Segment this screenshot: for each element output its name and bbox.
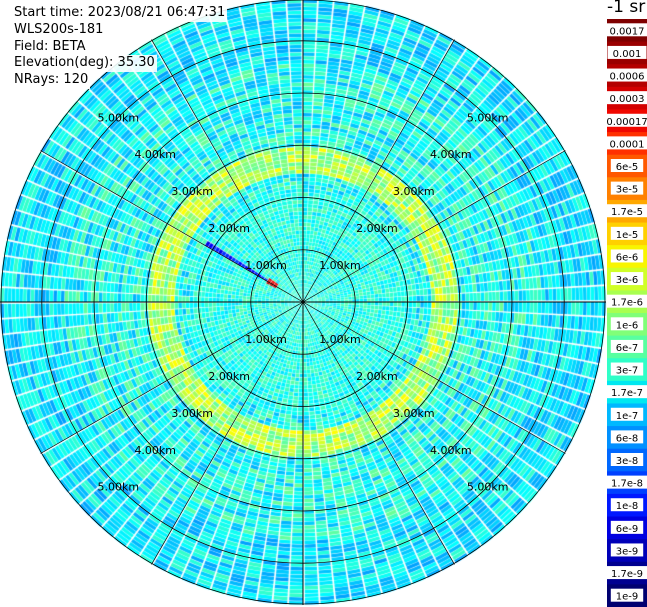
colorbar-tick-bg — [610, 339, 644, 353]
ring-label: 1.00km — [319, 259, 361, 272]
colorbar-tick-bg — [610, 317, 644, 331]
colorbar-tick-bg — [610, 159, 644, 172]
ring-label: 5.00km — [98, 481, 140, 494]
ring-label: 3.00km — [393, 407, 435, 420]
colorbar-tick-label: 1e-7 — [616, 411, 639, 422]
colorbar-tick-bg — [610, 588, 644, 602]
colorbar-tick-bg — [607, 23, 647, 37]
colorbar-tick-bg — [610, 226, 644, 240]
radial-spoke — [302, 301, 566, 454]
colorbar-tick-bg — [610, 407, 644, 421]
ring-label: 4.00km — [134, 148, 176, 161]
colorbar-tick-bg — [610, 453, 644, 466]
colorbar-tick-bg — [607, 113, 647, 127]
ring-label: 2.00km — [356, 370, 398, 383]
colorbar-tick-label: 1.7e-5 — [611, 207, 643, 218]
range-rings-overlay: 1.00km 1.00km 1.00km 1.00km 2.00km 2.00km 2.00… — [0, 0, 606, 605]
radial-spoke — [40, 150, 304, 303]
ring-label: 4.00km — [134, 444, 176, 457]
ring-label: 5.00km — [467, 111, 509, 124]
nrays-text: NRays: 120 — [12, 72, 91, 89]
ring-label: 3.00km — [171, 407, 213, 420]
radial-spoke — [302, 39, 455, 303]
colorbar-tick-bg — [607, 45, 647, 59]
colorbar-tick-label: 1.7e-8 — [611, 479, 643, 490]
colorbar-tick-bg — [610, 520, 644, 534]
scan-info: Start time: 2023/08/21 06:47:31 WLS200s-… — [12, 5, 228, 89]
colorbar-tick-bg — [607, 204, 647, 218]
colorbar-tick-label: 0.0003 — [610, 94, 645, 105]
ring-label: 3.00km — [171, 185, 213, 198]
colorbar-tick-bg — [607, 294, 647, 308]
colorbar-tick-bg — [610, 272, 644, 286]
colorbar-tick-bg — [607, 136, 647, 150]
colorbar-tick-label: 1e-5 — [616, 230, 639, 241]
ring-label: 2.00km — [208, 370, 250, 383]
colorbar-tick-label: 6e-7 — [616, 343, 639, 354]
radial-spoke — [302, 301, 455, 565]
colorbar-tick-label: 6e-9 — [616, 524, 639, 535]
ring-label: 1.00km — [245, 333, 287, 346]
colorbar-tick-bg — [607, 566, 647, 580]
ring-label: 2.00km — [208, 222, 250, 235]
colorbar-tick-label: 0.001 — [613, 49, 642, 60]
colorbar-tick-label: 0.0017 — [610, 26, 645, 37]
colorbar-tick-label: 3e-8 — [616, 456, 639, 467]
elevation-text: Elevation(deg): 35.30 — [12, 55, 157, 73]
colorbar-unit-label: -1 sr — [607, 0, 646, 17]
colorbar: 0.0017 0.001 0.0006 0.0003 0.00017 0.0001 6e-5… — [607, 19, 647, 607]
colorbar-tick-label: 1.7e-6 — [611, 298, 643, 309]
colorbar-tick-bg — [607, 385, 647, 399]
instrument-text: WLS200s-181 — [12, 21, 106, 39]
colorbar-tick-label: 1e-8 — [616, 501, 639, 512]
colorbar-tick-bg — [610, 498, 644, 512]
colorbar-tick-label: 3e-9 — [616, 546, 639, 557]
ring-label: 2.00km — [356, 222, 398, 235]
colorbar-tick-bg — [610, 181, 644, 195]
ring-label: 5.00km — [467, 481, 509, 494]
radial-spoke — [40, 301, 304, 454]
colorbar-tick-label: 3e-7 — [616, 366, 639, 377]
colorbar-tick-label: 1.7e-7 — [611, 388, 643, 399]
colorbar-tick-label: 6e-6 — [616, 252, 639, 263]
field-text: Field: BETA — [12, 38, 88, 56]
colorbar-tick-label: 6e-5 — [616, 162, 639, 173]
ring-label: 4.00km — [430, 444, 472, 457]
colorbar-tick-bg — [610, 543, 644, 557]
ring-label: 1.00km — [245, 259, 287, 272]
start-time-text: Start time: 2023/08/21 06:47:31 — [12, 5, 228, 22]
radial-spoke — [151, 301, 304, 565]
ring-label: 5.00km — [98, 111, 140, 124]
colorbar-tick-label: 0.00017 — [607, 117, 647, 128]
colorbar-tick-bg — [610, 362, 644, 376]
colorbar-tick-label: 3e-5 — [616, 185, 639, 196]
colorbar-tick-label: 0.0006 — [610, 72, 645, 83]
colorbar-tick-bg — [607, 91, 647, 105]
colorbar-tick-label: 0.0001 — [610, 139, 645, 150]
radial-spoke — [302, 150, 566, 303]
colorbar-tick-label: 1e-9 — [616, 592, 639, 603]
colorbar-tick-label: 1e-6 — [616, 320, 639, 331]
radial-spoke — [151, 39, 304, 303]
colorbar-tick-bg — [610, 249, 644, 263]
ring-label: 1.00km — [319, 333, 361, 346]
colorbar-tick-label: 1.7e-9 — [611, 569, 643, 580]
colorbar-tick-label: 3e-6 — [616, 275, 639, 286]
colorbar-tick-bg — [610, 430, 644, 444]
ring-label: 4.00km — [430, 148, 472, 161]
colorbar-tick-bg — [607, 68, 647, 82]
colorbar-tick-bg — [607, 475, 647, 489]
ring-label: 3.00km — [393, 185, 435, 198]
colorbar-tick-label: 6e-8 — [616, 433, 639, 444]
